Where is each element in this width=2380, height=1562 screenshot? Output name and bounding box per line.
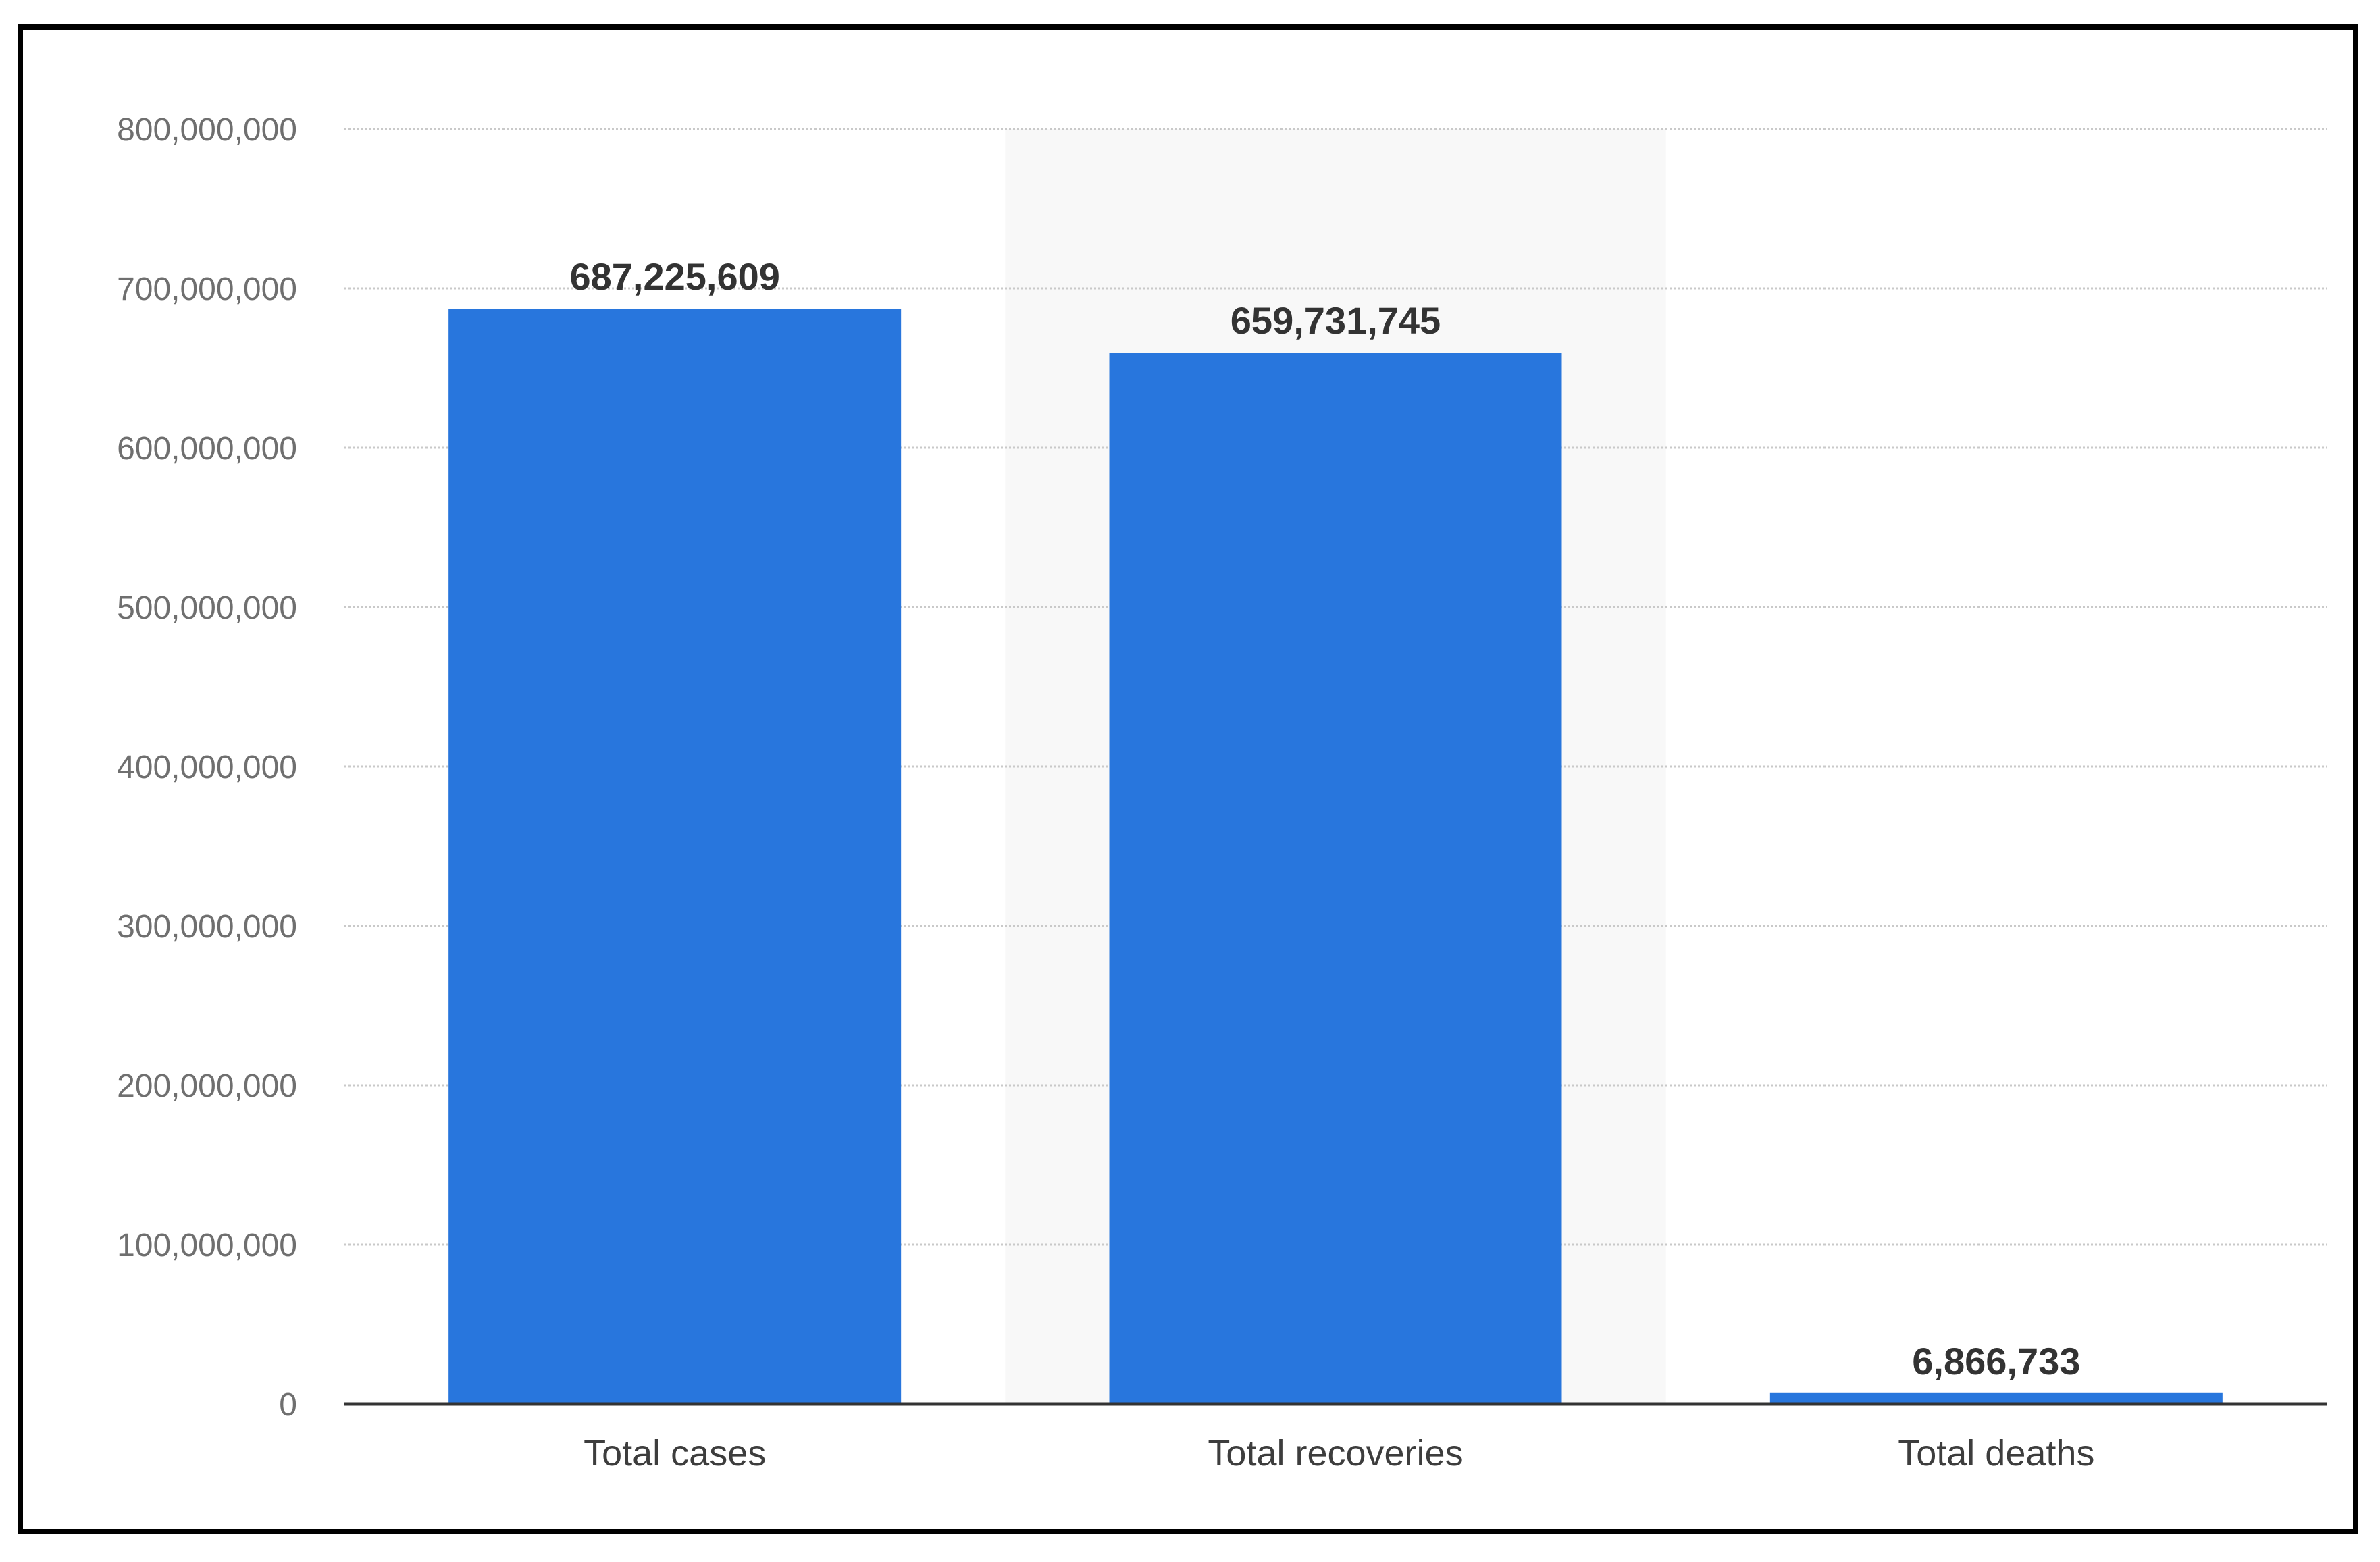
- y-tick-label: 400,000,000: [117, 750, 297, 785]
- y-tick-label: 300,000,000: [117, 909, 297, 945]
- data-labels: 687,225,609 659,731,745 6,866,733: [569, 255, 2080, 1382]
- y-tick-label: 100,000,000: [117, 1228, 297, 1264]
- x-axis-ticks: Total cases Total recoveries Total deaths: [584, 1433, 2094, 1474]
- bars: [448, 309, 2223, 1404]
- x-tick-label: Total recoveries: [1208, 1433, 1463, 1474]
- y-tick-label: 600,000,000: [117, 431, 297, 467]
- y-tick-label: 500,000,000: [117, 590, 297, 626]
- data-label: 687,225,609: [569, 255, 779, 298]
- x-tick-label: Total cases: [584, 1433, 766, 1474]
- y-tick-label: 0: [279, 1387, 297, 1423]
- x-tick-label: Total deaths: [1898, 1433, 2094, 1474]
- bar: [1109, 353, 1562, 1404]
- bar: [448, 309, 902, 1404]
- y-tick-label: 700,000,000: [117, 271, 297, 307]
- bar: [1769, 1392, 2223, 1404]
- y-axis-ticks: 0 100,000,000 200,000,000 300,000,000 400,00…: [117, 112, 297, 1423]
- y-tick-label: 800,000,000: [117, 112, 297, 148]
- data-label: 659,731,745: [1231, 299, 1441, 342]
- data-label: 6,866,733: [1912, 1340, 2080, 1382]
- y-tick-label: 200,000,000: [117, 1068, 297, 1104]
